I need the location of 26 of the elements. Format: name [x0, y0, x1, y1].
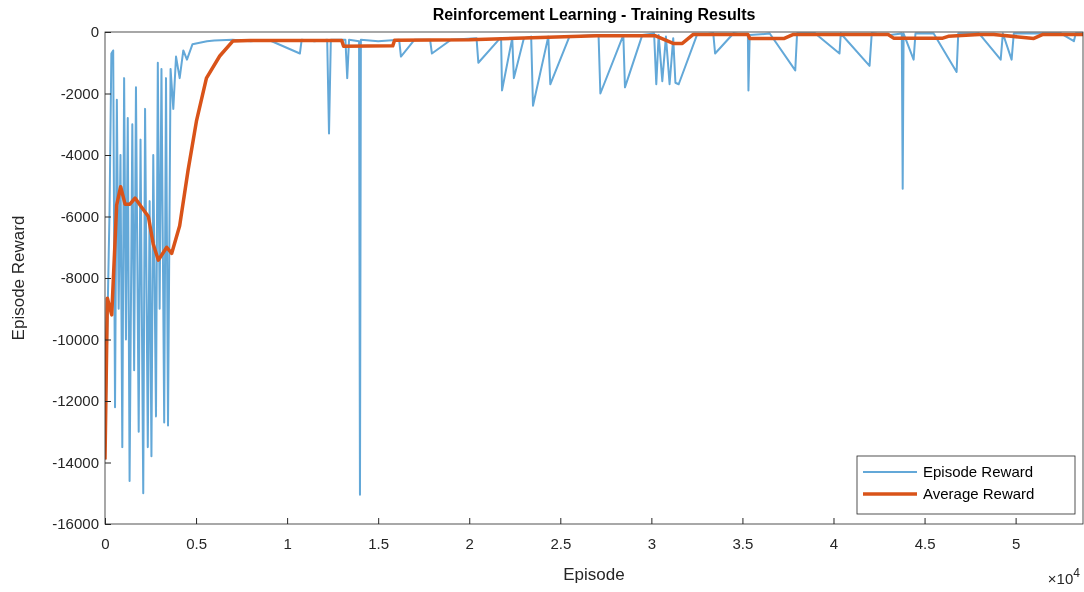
- text: ×10$^{4}$: [1047, 566, 1081, 587]
- x-tick-label: 4: [829, 534, 839, 552]
- y-tick-label: -6000: [60, 207, 99, 225]
- y-axis-title: Episode Reward: [9, 215, 28, 341]
- x-tick-label: 0.5: [186, 534, 207, 552]
- x-tick-label: 1.5: [368, 534, 390, 552]
- y-tick-label: -14000: [52, 453, 99, 471]
- x-tick-label: 0: [101, 534, 110, 552]
- x-axis-title: Episode: [563, 565, 625, 584]
- y-tick-label: 0: [90, 23, 99, 41]
- y-tick-label: -4000: [60, 146, 99, 164]
- x-tick-label: 1: [283, 534, 292, 552]
- x-tick-label: 2.5: [550, 534, 572, 552]
- chart-title: Reinforcement Learning - Training Results: [432, 6, 756, 23]
- legend-label: Episode Reward: [923, 463, 1034, 480]
- y-tick-label: -10000: [52, 330, 99, 348]
- y-tick-label: -2000: [60, 84, 99, 102]
- y-tick-label: -12000: [52, 392, 99, 410]
- x-tick-label: 4.5: [914, 534, 936, 552]
- x-tick-label: 2: [465, 534, 474, 552]
- y-tick-label: -8000: [60, 269, 99, 287]
- x-tick-label: 3: [647, 534, 657, 552]
- legend-label: Average Reward: [923, 485, 1035, 502]
- y-tick-label: -16000: [52, 515, 99, 533]
- x-tick-label: 3.5: [732, 534, 754, 552]
- x-tick-label: 5: [1011, 534, 1021, 552]
